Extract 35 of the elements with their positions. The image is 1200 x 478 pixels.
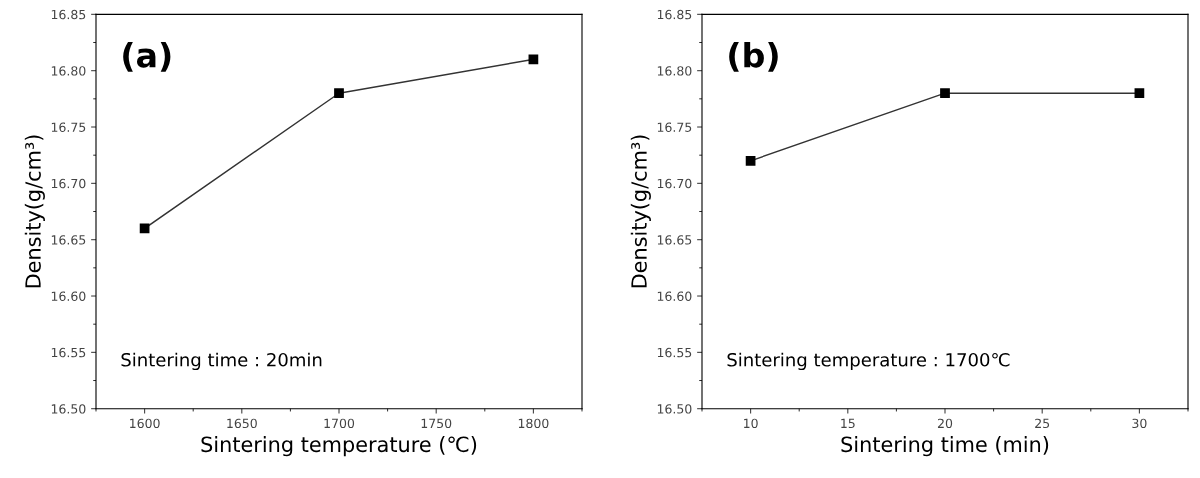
annotation: (b) bbox=[729, 41, 778, 72]
annotation: Sintering time : 20min bbox=[121, 352, 322, 371]
y-tick-label: 16.50 bbox=[657, 404, 692, 414]
annotation: Sintering temperature : 1700℃ bbox=[727, 352, 1010, 371]
x-tick-label: 1750 bbox=[421, 418, 452, 429]
y-axis-title: Density(g/cm³) bbox=[24, 135, 45, 288]
point bbox=[334, 88, 344, 99]
y-tick-label: 16.55 bbox=[51, 347, 86, 358]
y-tick-label: 16.85 bbox=[657, 9, 692, 20]
y-tick-label: 16.75 bbox=[51, 122, 86, 132]
x-tick-label: 1600 bbox=[130, 418, 160, 429]
y-tick-label: 16.50 bbox=[51, 404, 86, 414]
y-axis-title: Density(g/cm³) bbox=[630, 135, 651, 288]
y-tick-label: 16.55 bbox=[657, 347, 692, 358]
x-tick-label: 25 bbox=[1035, 418, 1050, 429]
y-tick-label: 16.85 bbox=[51, 9, 86, 20]
y-tick-label: 16.70 bbox=[657, 178, 692, 189]
annotation: (a) bbox=[123, 41, 171, 72]
y-tick-label: 16.80 bbox=[51, 66, 86, 76]
y-tick-label: 16.65 bbox=[51, 235, 86, 245]
y-tick-label: 16.65 bbox=[657, 235, 692, 245]
x-tick-label: 1700 bbox=[324, 418, 355, 429]
x-axis-title: Sintering temperature (℃) bbox=[201, 436, 477, 457]
x-tick-label: 1650 bbox=[227, 418, 257, 429]
x-tick-label: 20 bbox=[937, 418, 953, 429]
y-tick-label: 16.75 bbox=[657, 122, 692, 132]
x-tick-label: 1800 bbox=[518, 418, 549, 429]
y-tick-label: 16.80 bbox=[657, 66, 692, 76]
y-tick-label: 16.60 bbox=[657, 291, 692, 301]
x-axis-title: Sintering time (min) bbox=[841, 436, 1049, 457]
x-tick-label: 15 bbox=[841, 418, 855, 429]
x-tick-label: 30 bbox=[1132, 418, 1147, 429]
y-tick-label: 16.70 bbox=[51, 178, 86, 189]
y-tick-label: 16.60 bbox=[51, 291, 86, 301]
x-tick-label: 10 bbox=[744, 418, 758, 429]
